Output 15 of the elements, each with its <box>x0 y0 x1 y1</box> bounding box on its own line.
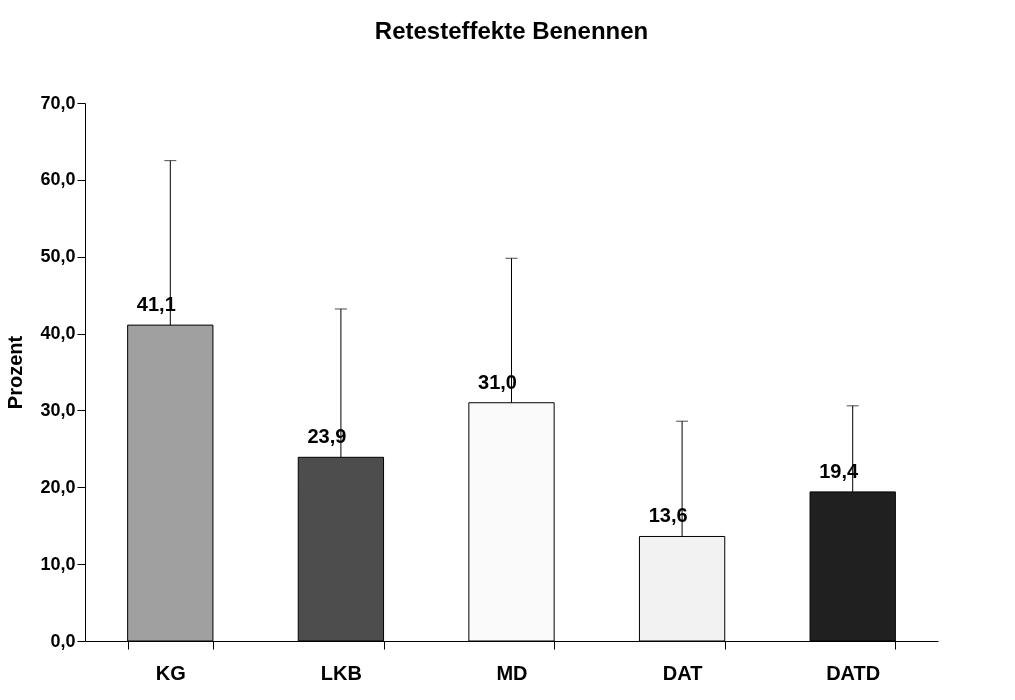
chart-title: Retesteffekte Benennen <box>374 17 649 44</box>
x-tick-label: DAT <box>662 661 703 684</box>
y-tick-label: 60,0 <box>40 169 76 190</box>
y-tick-label: 0,0 <box>50 630 76 651</box>
y-tick-label: 70,0 <box>40 92 76 113</box>
y-tick-label: 50,0 <box>40 246 76 267</box>
x-tick-label: MD <box>496 661 528 684</box>
y-tick-label: 10,0 <box>40 553 76 574</box>
y-tick-label: 30,0 <box>40 399 76 420</box>
x-tick-label: LKB <box>320 661 362 684</box>
y-axis-title: Prozent <box>4 335 27 410</box>
x-tick-label: DATD <box>826 661 881 684</box>
y-tick-label: 40,0 <box>40 323 76 344</box>
y-tick-label: 20,0 <box>40 476 76 497</box>
x-tick-label: KG <box>155 661 186 684</box>
